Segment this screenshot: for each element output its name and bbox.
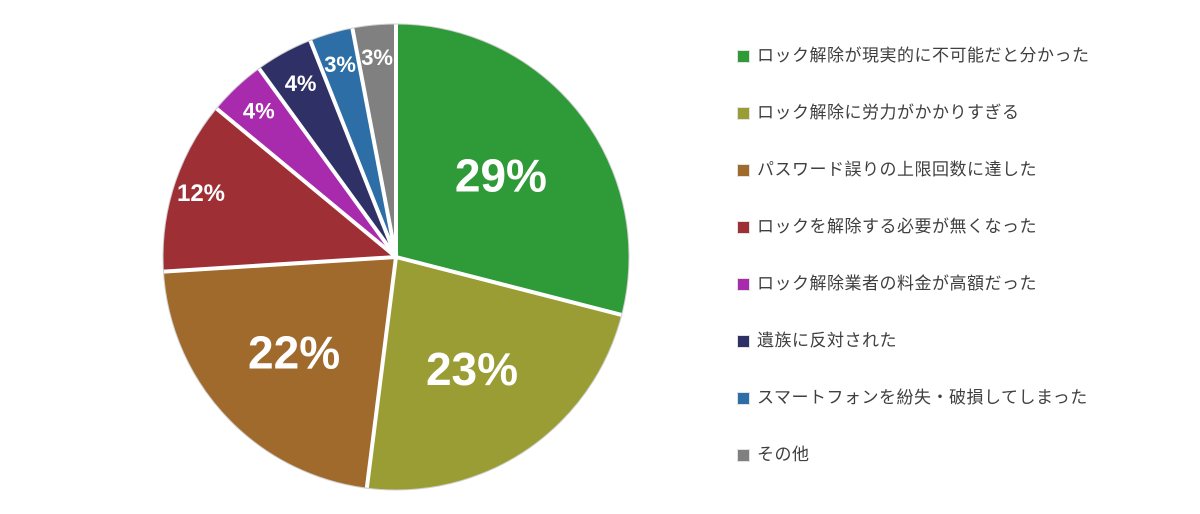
legend-swatch-icon <box>738 221 749 233</box>
legend-swatch-icon <box>738 449 749 461</box>
pie-chart-area: 29% 23% 22% 12% 4% 4% 3% 3% <box>162 23 630 491</box>
pie-outline <box>162 23 630 491</box>
legend-item-4: ロック解除業者の料金が高額だった <box>738 274 1090 294</box>
legend-item-6: スマートフォンを紛失・破損してしまった <box>738 388 1090 408</box>
slice-separator-7 <box>350 27 398 258</box>
slice-percent-label-7: 3% <box>361 45 393 70</box>
legend-swatch-icon <box>738 278 749 290</box>
legend-swatch-icon <box>738 50 749 62</box>
pie-slice-3 <box>163 108 396 272</box>
legend-label: スマートフォンを紛失・破損してしまった <box>757 388 1088 407</box>
slice-percent-label-0: 29% <box>455 150 547 202</box>
pie-slice-1 <box>366 257 622 490</box>
slice-percent-label-5: 4% <box>285 71 317 96</box>
slice-separator-5 <box>257 67 398 259</box>
slice-separator-1 <box>395 255 623 317</box>
legend-item-3: ロックを解除する必要が無くなった <box>738 217 1090 237</box>
slice-percent-label-4: 4% <box>243 98 275 123</box>
pie-chart: 29% 23% 22% 12% 4% 4% 3% 3% <box>162 23 630 491</box>
pie-slice-0 <box>396 24 629 315</box>
legend-label: 遺族に反対された <box>757 331 897 350</box>
legend-swatch-icon <box>738 107 749 119</box>
pie-slice-4 <box>216 68 396 257</box>
legend-item-5: 遺族に反対された <box>738 331 1090 351</box>
legend-label: ロック解除業者の料金が高額だった <box>757 274 1037 293</box>
legend: ロック解除が現実的に不可能だと分かった ロック解除に労力がかかりすぎる パスワー… <box>738 46 1090 465</box>
legend-label: ロック解除が現実的に不可能だと分かった <box>757 46 1090 65</box>
legend-label: ロック解除に労力がかかりすぎる <box>757 103 1020 122</box>
legend-label: ロックを解除する必要が無くなった <box>757 217 1037 236</box>
legend-label: その他 <box>757 445 810 464</box>
legend-swatch-icon <box>738 335 749 347</box>
legend-item-1: ロック解除に労力がかかりすぎる <box>738 103 1090 123</box>
slice-percent-label-2: 22% <box>248 327 340 379</box>
legend-label: パスワード誤りの上限回数に達した <box>757 160 1037 179</box>
slice-percent-label-3: 12% <box>177 180 225 207</box>
slice-separator-6 <box>308 39 398 258</box>
legend-swatch-icon <box>738 392 749 404</box>
pie-slice-5 <box>259 40 396 257</box>
legend-item-7: その他 <box>738 445 1090 465</box>
slice-percent-label-1: 23% <box>426 343 518 395</box>
slice-percent-label-6: 3% <box>324 52 356 77</box>
slice-separator-2 <box>364 256 398 489</box>
legend-item-0: ロック解除が現実的に不可能だと分かった <box>738 46 1090 66</box>
slice-separator-3 <box>163 255 397 274</box>
legend-swatch-icon <box>738 164 749 176</box>
pie-slice-2 <box>163 257 396 489</box>
legend-item-2: パスワード誤りの上限回数に達した <box>738 160 1090 180</box>
slice-separator-4 <box>215 106 398 259</box>
